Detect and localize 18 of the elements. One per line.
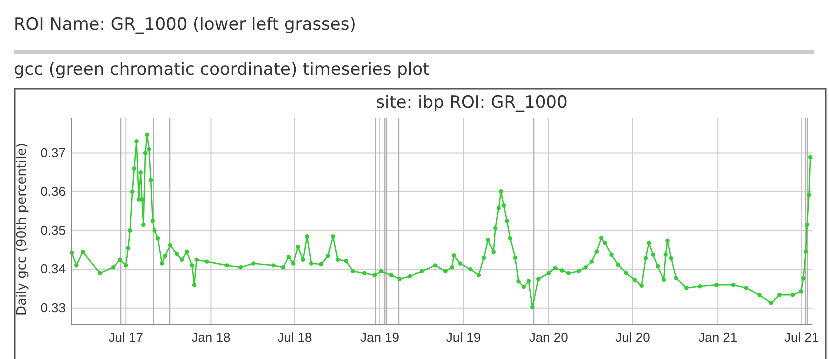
x-tick-label: Jul 19	[446, 330, 482, 346]
x-tick-label: Jan 21	[698, 330, 738, 346]
x-tick-label: Jul 17	[108, 330, 144, 346]
text: gcc (green chromatic coordinate) timeseries plot	[14, 60, 430, 80]
y-tick-label: 0.33	[40, 300, 66, 316]
x-tick-label: Jan 18	[192, 330, 231, 346]
x-tick-label: Jul 18	[278, 330, 312, 346]
x-tick-label: Jul 21	[784, 330, 820, 346]
y-tick-label: 0.34	[40, 262, 66, 277]
y-axis-title: Daily gcc (90th percentile)	[15, 143, 30, 316]
x-tick-label: Jul 20	[616, 330, 650, 346]
y-tick-label: 0.35	[40, 222, 66, 238]
y-tick-label: 0.37	[40, 145, 66, 160]
x-tick-label: Jan 20	[529, 330, 568, 346]
x-tick-label: Jan 19	[360, 330, 400, 346]
y-tick-label: 0.36	[40, 184, 66, 200]
chart-title: site: ibp ROI: GR_1000	[376, 93, 568, 113]
text: ROI Name: GR_1000 (lower left grasses)	[14, 15, 356, 35]
